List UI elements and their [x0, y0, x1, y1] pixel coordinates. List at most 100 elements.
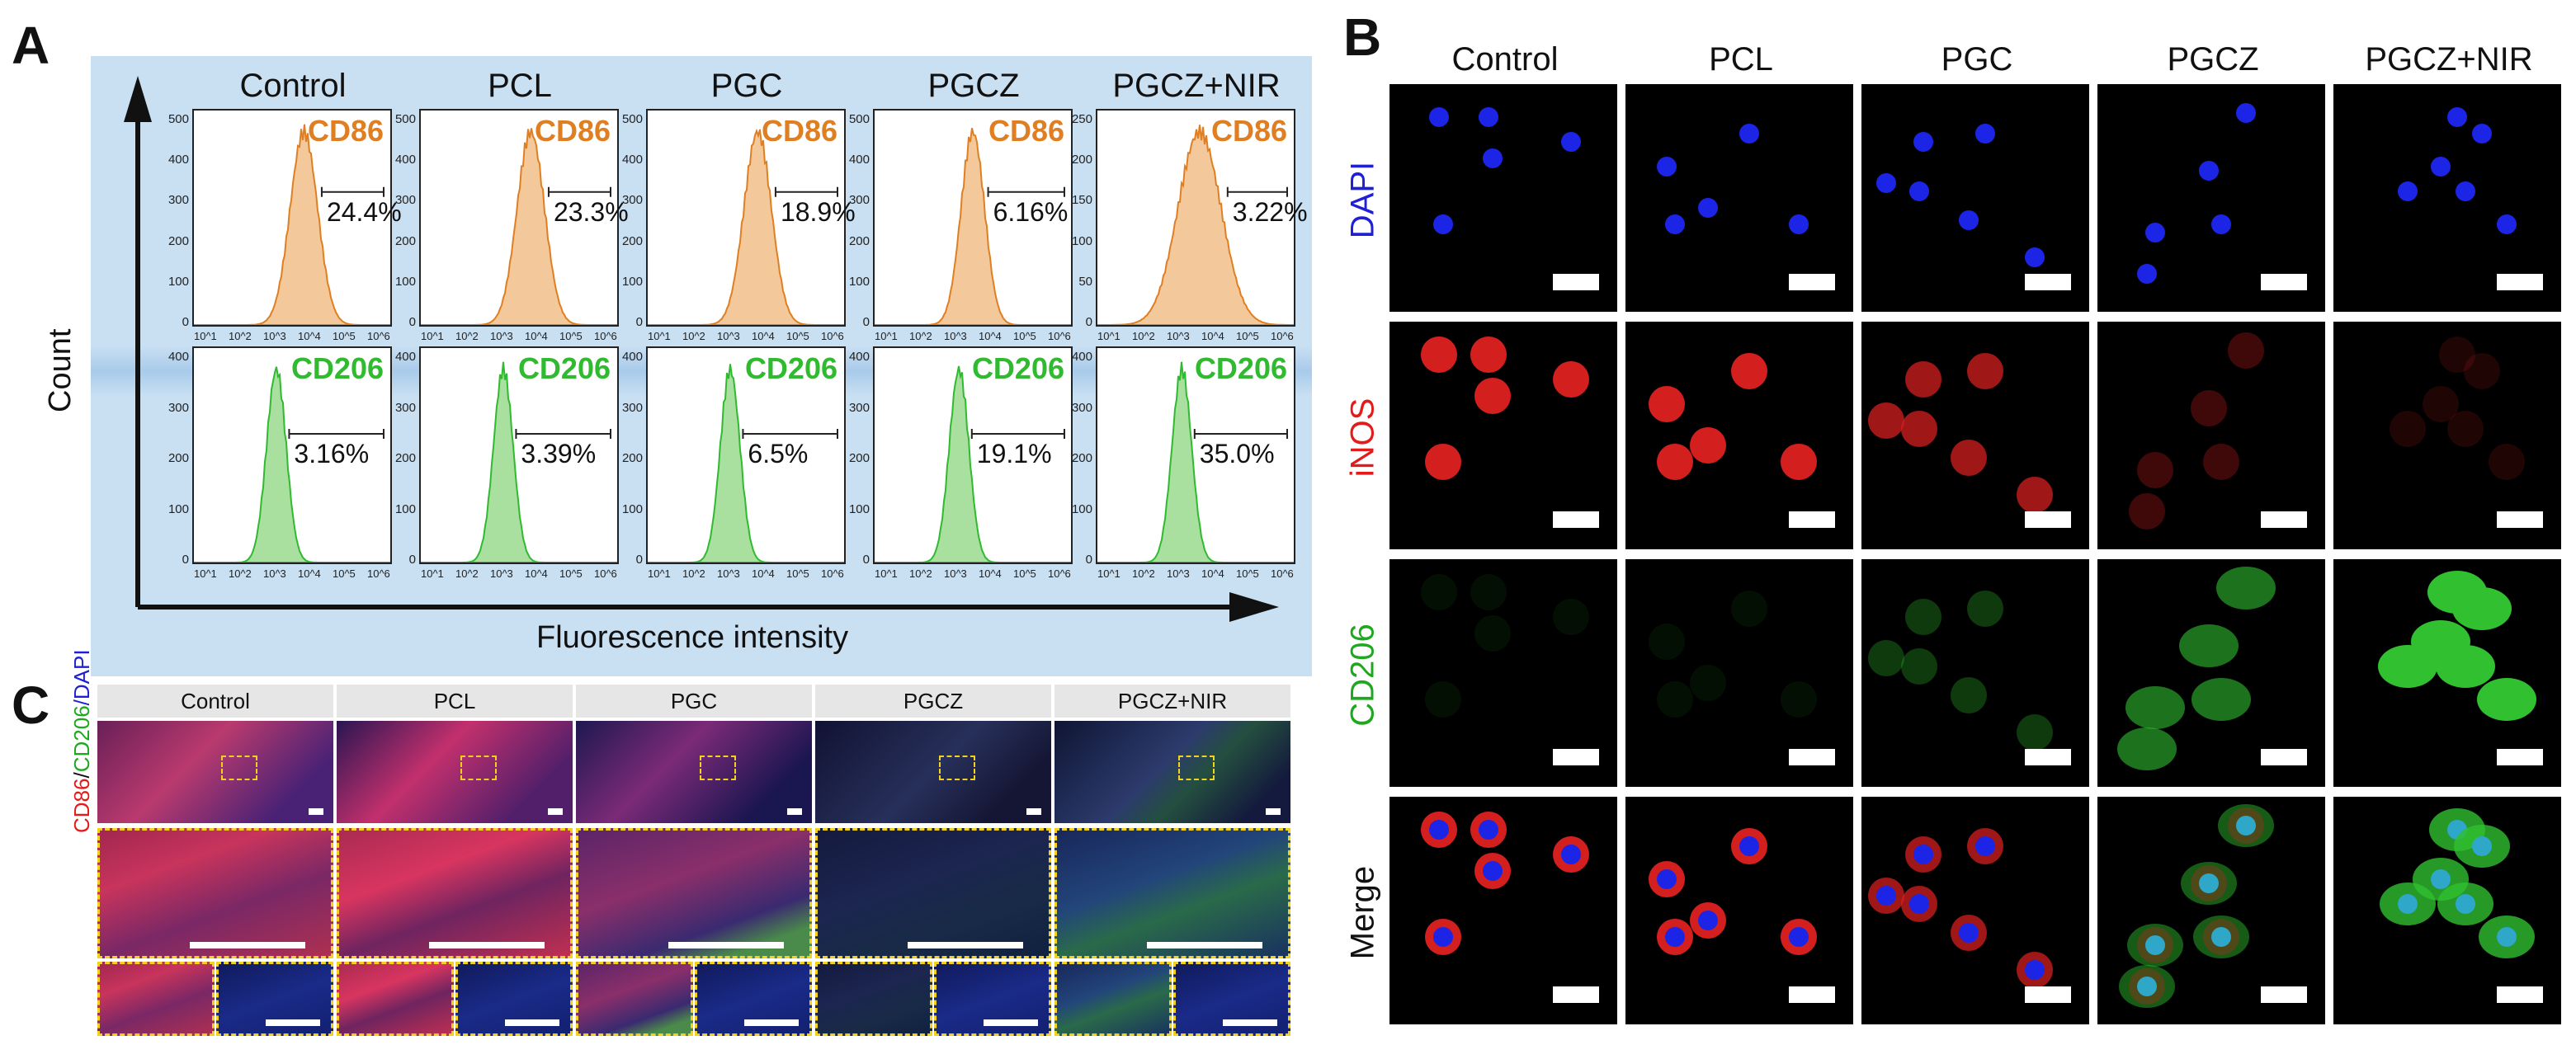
region-of-interest-box [700, 756, 736, 780]
x-tick-label: 10^5 [333, 567, 356, 580]
x-tick-label: 10^5 [786, 330, 809, 342]
cell-signal [1951, 677, 1987, 713]
y-tick-label: 400 [1071, 350, 1092, 364]
cell-nucleus [1959, 210, 1979, 230]
cell-nucleus [2447, 107, 2467, 127]
cell-nucleus [1913, 845, 1933, 864]
y-tick-label: 400 [848, 350, 870, 364]
x-tick-label: 10^1 [1097, 567, 1121, 580]
cd206-percentage: 19.1% [976, 439, 1052, 468]
cell-nucleus [1561, 132, 1581, 152]
cell-nucleus [1483, 148, 1503, 168]
cell-signal [1470, 574, 1507, 610]
x-tick-label: 10^3 [1167, 567, 1190, 580]
cell-nucleus [2025, 960, 2045, 980]
micrograph-inos-2 [1861, 322, 2089, 549]
y-tick-label: 0 [182, 553, 189, 567]
cell-signal [1690, 665, 1726, 701]
panel-b-header-0: Control [1451, 41, 1559, 78]
y-tick-label: 100 [1071, 233, 1092, 248]
y-tick-label: 100 [394, 274, 416, 289]
y-tick-label: 100 [848, 501, 870, 516]
y-tick-label: 300 [167, 193, 189, 208]
cell-nucleus [1975, 836, 1995, 856]
y-tick-label: 100 [394, 501, 416, 516]
cell-signal [1951, 440, 1987, 476]
x-tick-label: 10^3 [1167, 330, 1190, 342]
cell-nucleus [2211, 927, 2231, 947]
micrograph-cd206-1 [1625, 559, 1853, 787]
cell-nucleus [2431, 157, 2451, 177]
x-tick-label: 10^2 [455, 330, 479, 342]
y-tick-label: 100 [167, 274, 189, 289]
cell-signal [1421, 337, 1457, 373]
scale-bar [1223, 1019, 1277, 1026]
y-tick-label: 0 [635, 553, 643, 567]
cd206-histogram-3: CD206 19.1% [873, 346, 1073, 564]
x-tick-label: 10^5 [1013, 567, 1036, 580]
region-of-interest-box [221, 756, 257, 780]
y-tick-label: 400 [848, 153, 870, 167]
micrograph-cd206-2 [1861, 559, 2089, 787]
panel-b-row-label-3: Merge [1344, 865, 1381, 960]
micrograph-cd206-4 [2333, 559, 2561, 787]
cd206-histogram-0: CD206 3.16% [192, 346, 392, 564]
cd86-histogram-curve [421, 128, 617, 325]
scale-bar [1553, 511, 1599, 528]
x-tick-label: 10^3 [717, 567, 740, 580]
cell-nucleus [2236, 816, 2256, 836]
panel-c-header-2: PGC [576, 685, 812, 718]
x-tick-label: 10^3 [944, 567, 967, 580]
cell-nucleus [2497, 927, 2517, 947]
tissue-detail-left-3 [815, 962, 932, 1036]
cell-signal [1474, 378, 1511, 414]
x-tick-label: 10^2 [1132, 330, 1155, 342]
cell-signal [2390, 411, 2426, 447]
y-tick-label: 0 [408, 315, 416, 329]
cell-signal [1901, 648, 1937, 685]
micrograph-merge-1 [1625, 797, 1853, 1024]
scale-bar [2025, 511, 2071, 528]
y-tick-label: 0 [635, 315, 643, 329]
cd86-gate-marker [547, 186, 611, 197]
micrograph-dapi-1 [1625, 84, 1853, 312]
cd206-gate-marker [1193, 429, 1288, 439]
micrograph-dapi-4 [2333, 84, 2561, 312]
scale-bar [1553, 986, 1599, 1003]
cell-signal [2477, 678, 2536, 721]
tissue-detail-right-4 [1173, 962, 1290, 1036]
x-tick-label: 10^4 [1201, 330, 1224, 342]
cd206-histogram-4: CD206 35.0% [1096, 346, 1295, 564]
panel-a-header-pcl: PCL [488, 68, 552, 104]
scale-bar [266, 1019, 320, 1026]
y-tick-label: 500 [394, 112, 416, 126]
micrograph-inos-4 [2333, 322, 2561, 549]
scale-bar [2025, 749, 2071, 765]
y-tick-label: 100 [621, 274, 643, 289]
x-tick-label: 10^6 [594, 330, 617, 342]
scale-bar [744, 1019, 799, 1026]
tissue-zoom-2 [576, 828, 812, 958]
y-tick-label: 400 [621, 153, 643, 167]
cell-nucleus [2145, 223, 2165, 242]
cd206-histogram-curve [648, 364, 844, 563]
micrograph-merge-2 [1861, 797, 2089, 1024]
y-tick-label: 0 [182, 315, 189, 329]
panel-c-label-dapi: /DAPI [69, 649, 94, 706]
cell-nucleus [2025, 247, 2045, 267]
cell-signal [1474, 615, 1511, 652]
cd86-gate-marker [320, 186, 385, 197]
scale-bar [2025, 986, 2071, 1003]
cell-nucleus [1479, 820, 1498, 840]
cell-signal [1868, 402, 1904, 439]
cell-nucleus [1698, 911, 1718, 930]
cell-nucleus [1665, 927, 1685, 947]
micrograph-merge-3 [2097, 797, 2325, 1024]
cell-signal [2137, 452, 2173, 488]
cell-nucleus [2137, 977, 2157, 996]
x-tick-label: 10^1 [194, 567, 217, 580]
cell-signal [1731, 591, 1767, 627]
y-tick-label: 300 [621, 193, 643, 208]
cd86-gate-marker [987, 186, 1065, 197]
cd86-histogram-3: CD86 6.16% [873, 109, 1073, 327]
